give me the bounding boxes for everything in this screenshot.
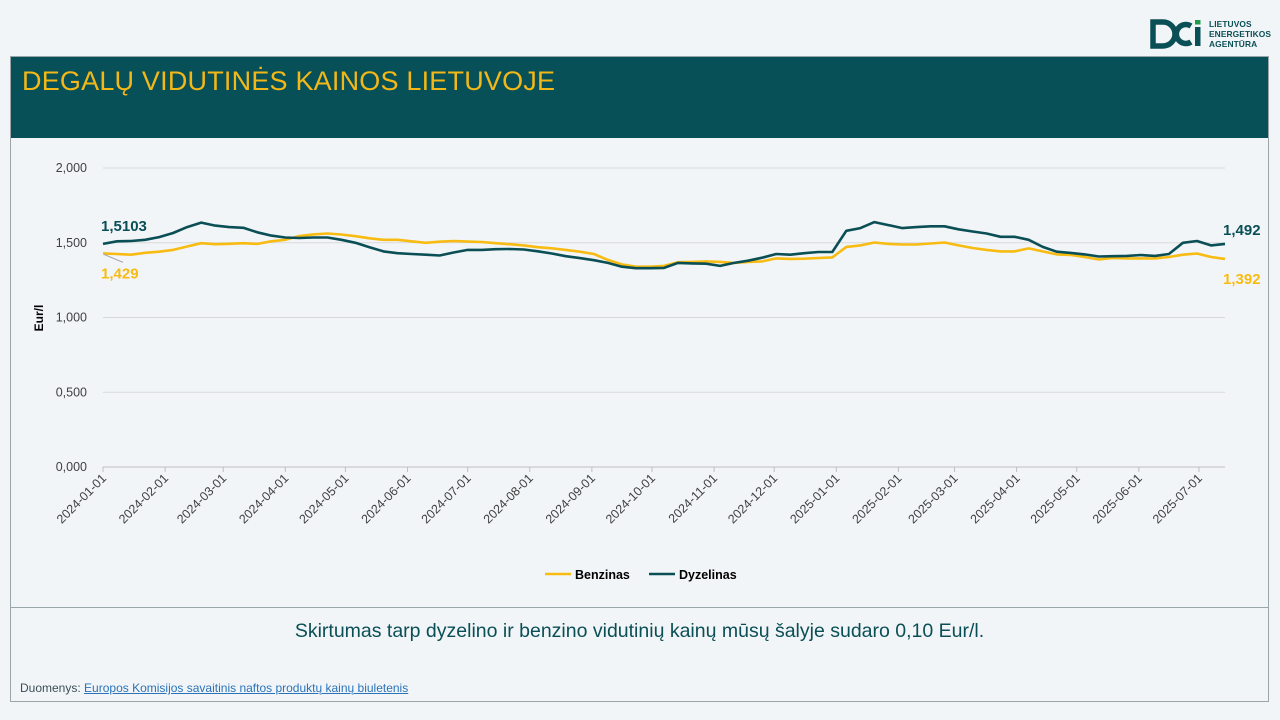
x-tick-label: 2024-07-01 <box>419 471 474 526</box>
y-tick-label: 2,000 <box>56 161 87 175</box>
label-benzinas-first: 1,429 <box>101 265 139 282</box>
x-tick-label: 2024-05-01 <box>296 471 351 526</box>
logo-text: LIETUVOS ENERGETIKOS AGENTŪRA <box>1209 19 1271 49</box>
chart-legend: Benzinas Dyzelinas <box>545 568 737 582</box>
x-tick-label: 2024-10-01 <box>603 471 658 526</box>
page-title: DEGALŲ VIDUTINĖS KAINOS LIETUVOJE <box>22 66 556 96</box>
x-tick-label: 2024-11-01 <box>666 471 720 525</box>
x-tick-label: 2024-04-01 <box>236 471 291 526</box>
source-note: Duomenys: Europos Komisijos savaitinis n… <box>20 681 408 695</box>
x-tick-label: 2025-04-01 <box>968 471 1023 526</box>
series-line-benzinas <box>102 232 1226 269</box>
x-tick-label: 2025-06-01 <box>1090 471 1145 526</box>
lea-logo-icon <box>1150 19 1201 49</box>
logo-line-3: AGENTŪRA <box>1209 39 1258 49</box>
y-tick-label: 1,500 <box>56 236 87 250</box>
source-label: Duomenys: <box>20 681 81 695</box>
x-tick-label: 2025-01-01 <box>787 471 842 526</box>
series-line-dyzelinas <box>102 220 1226 270</box>
label-benzinas-last: 1,392 <box>1223 271 1261 288</box>
x-tick-label: 2024-09-01 <box>543 471 598 526</box>
y-tick-label: 1,000 <box>56 311 87 325</box>
source-link[interactable]: Europos Komisijos savaitinis naftos prod… <box>84 681 409 695</box>
x-axis: 2024-01-01 2024-02-01 2024-03-01 2024-04-01… <box>54 467 1205 526</box>
x-tick-label: 2024-06-01 <box>359 471 414 526</box>
label-leader-line <box>103 253 124 263</box>
x-tick-label: 2025-07-01 <box>1150 471 1205 526</box>
x-tick-label: 2025-03-01 <box>906 471 961 526</box>
content-frame <box>10 56 1269 702</box>
x-tick-label: 2024-03-01 <box>174 471 229 526</box>
x-tick-label: 2025-05-01 <box>1028 471 1083 526</box>
y-axis: 0,000 0,500 1,000 1,500 2,000 <box>56 161 87 474</box>
divider <box>10 607 1269 608</box>
y-tick-label: 0,500 <box>56 385 87 399</box>
logo-line-1: LIETUVOS <box>1209 19 1252 29</box>
label-dyzelinas-first: 1,5103 <box>101 218 147 235</box>
y-axis-label: Eur/l <box>32 305 46 332</box>
x-tick-label: 2024-12-01 <box>725 471 780 526</box>
legend-label-benzinas: Benzinas <box>575 568 630 582</box>
header-band: DEGALŲ VIDUTINĖS KAINOS LIETUVOJE <box>10 56 1269 138</box>
legend-label-dyzelinas: Dyzelinas <box>679 568 737 582</box>
summary-text: Skirtumas tarp dyzelino ir benzino vidut… <box>294 620 985 642</box>
chart-grid <box>103 167 1225 468</box>
logo-line-2: ENERGETIKOS <box>1209 29 1272 39</box>
x-tick-label: 2024-08-01 <box>481 471 536 526</box>
agency-logo: LIETUVOS ENERGETIKOS AGENTŪRA <box>1150 16 1272 54</box>
y-tick-label: 0,000 <box>56 460 87 474</box>
x-tick-label: 2025-02-01 <box>849 471 904 526</box>
label-dyzelinas-last: 1,492 <box>1223 222 1261 239</box>
x-tick-label: 2024-01-01 <box>54 471 109 526</box>
x-tick-label: 2024-02-01 <box>116 471 171 526</box>
end-labels: 1,5103 1,429 1,492 1,392 <box>101 218 1261 288</box>
series-lines <box>102 220 1226 270</box>
